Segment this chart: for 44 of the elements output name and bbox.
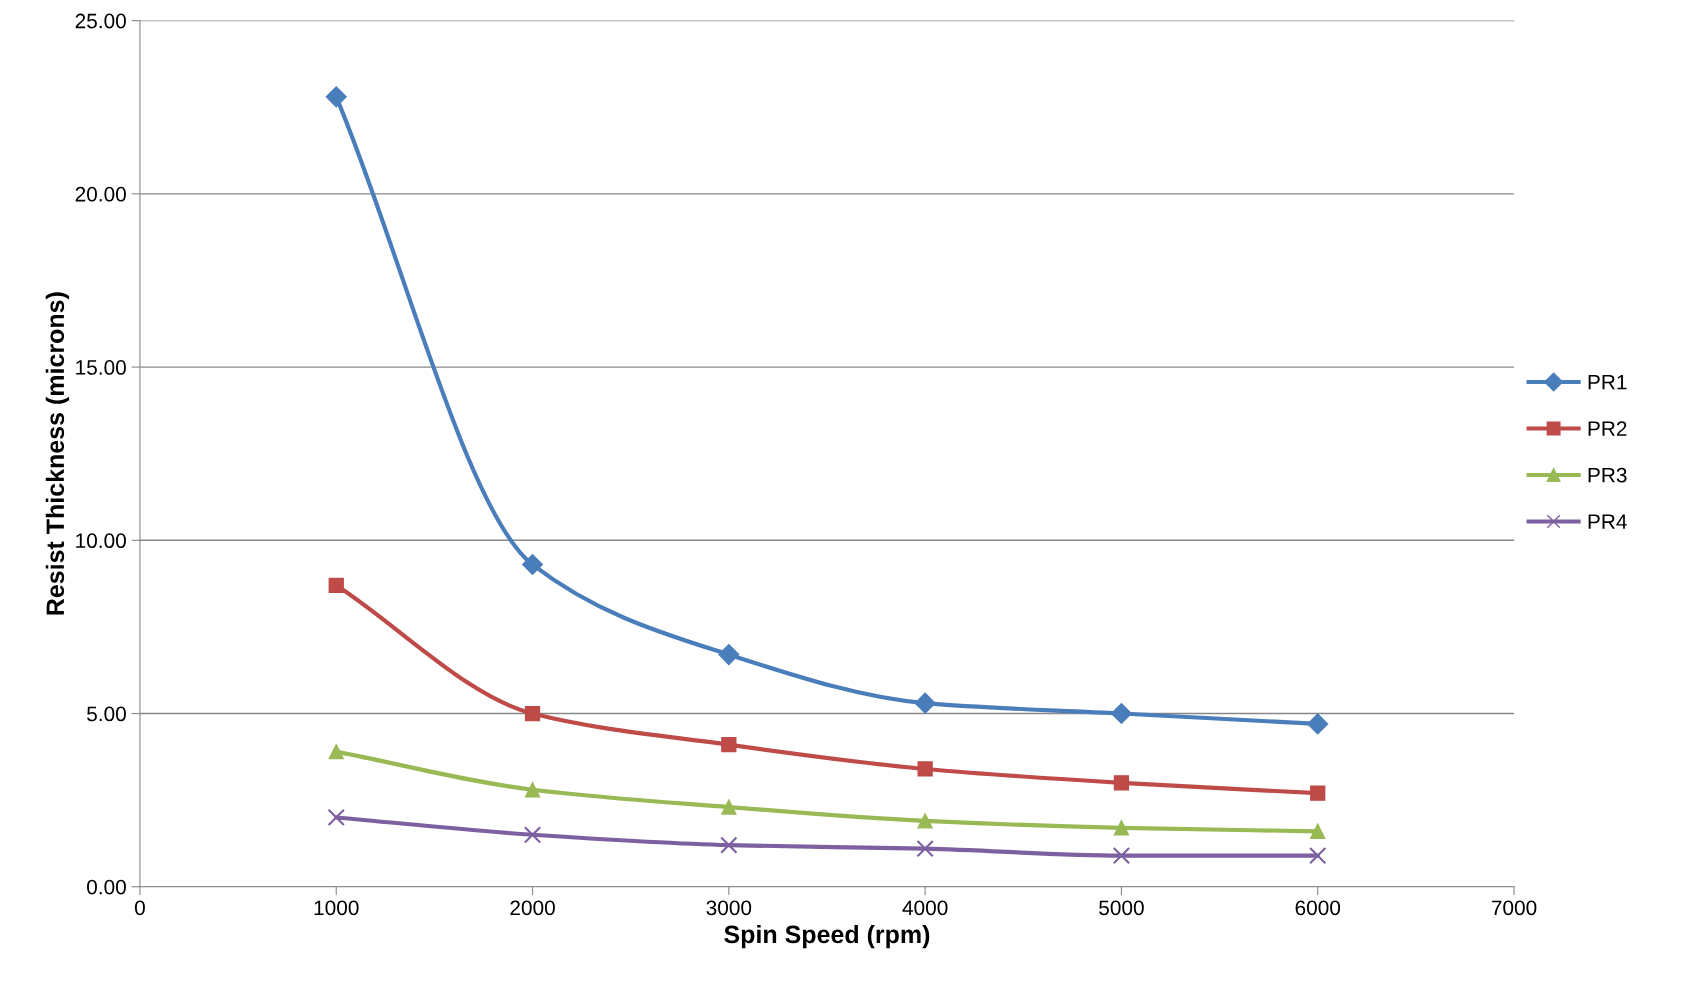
point xyxy=(721,737,737,753)
x-tick-label: 1000 xyxy=(314,900,359,916)
x-tick-label: 6000 xyxy=(1295,900,1341,916)
x-tick-label: 2000 xyxy=(510,900,555,916)
point xyxy=(1307,713,1329,735)
point xyxy=(327,808,345,827)
point xyxy=(328,577,344,593)
x-tick-label: 7000 xyxy=(1491,900,1537,916)
point xyxy=(1113,820,1130,836)
point xyxy=(524,782,541,798)
point xyxy=(721,799,737,815)
x-tick-label: 4000 xyxy=(902,900,948,916)
point xyxy=(523,826,542,844)
y-tick-label: 5.00 xyxy=(87,706,126,722)
y-tick-label: 10.00 xyxy=(76,533,126,549)
point xyxy=(1112,846,1131,865)
y-tick-label: 20.00 xyxy=(75,186,126,202)
point xyxy=(720,836,738,854)
x-tick-label: 5000 xyxy=(1099,900,1144,916)
legend-label: PR2 xyxy=(1588,421,1627,436)
y-tick-label: 0.00 xyxy=(87,879,126,895)
point xyxy=(1309,846,1327,865)
point xyxy=(917,813,933,829)
point xyxy=(328,743,344,760)
legend-label: PR4 xyxy=(1588,514,1627,529)
y-tick-label: 25.00 xyxy=(75,13,126,29)
point xyxy=(325,86,347,108)
point xyxy=(1310,823,1326,839)
y-axis-title: Resist Thickness (microns) xyxy=(45,292,70,615)
x-axis-title: Spin Speed (rpm) xyxy=(724,924,930,949)
point xyxy=(524,705,541,722)
point xyxy=(718,644,740,666)
point xyxy=(522,554,544,576)
point xyxy=(1110,703,1132,725)
point xyxy=(1113,775,1130,791)
legend-label: PR1 xyxy=(1588,374,1627,390)
legend-label: PR3 xyxy=(1588,467,1627,483)
point xyxy=(914,692,936,714)
y-tick-label: 15.00 xyxy=(76,360,126,375)
point xyxy=(1310,785,1326,801)
x-tick-label: 0 xyxy=(134,900,145,916)
point xyxy=(917,761,933,777)
x-tick-label: 3000 xyxy=(706,900,752,916)
point xyxy=(916,839,934,858)
